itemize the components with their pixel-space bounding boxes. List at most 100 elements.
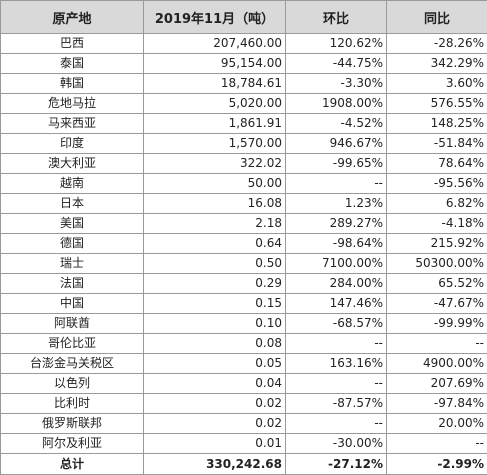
cell-mom: -4.52%	[286, 114, 387, 134]
header-yoy: 同比	[387, 1, 487, 34]
cell-tons: 1,861.91	[144, 114, 286, 134]
cell-tons: 0.08	[144, 334, 286, 354]
cell-tons: 0.01	[144, 434, 286, 454]
cell-tons: 0.64	[144, 234, 286, 254]
total-yoy: -2.99%	[387, 454, 487, 475]
cell-mom: 163.16%	[286, 354, 387, 374]
cell-tons: 0.29	[144, 274, 286, 294]
cell-yoy: 215.92%	[387, 234, 487, 254]
cell-mom: 7100.00%	[286, 254, 387, 274]
cell-tons: 0.10	[144, 314, 286, 334]
cell-origin: 越南	[1, 174, 144, 194]
cell-yoy: --	[387, 434, 487, 454]
cell-yoy: -51.84%	[387, 134, 487, 154]
cell-mom: -3.30%	[286, 74, 387, 94]
cell-origin: 德国	[1, 234, 144, 254]
cell-tons: 322.02	[144, 154, 286, 174]
cell-tons: 95,154.00	[144, 54, 286, 74]
total-label: 总计	[1, 454, 144, 475]
cell-origin: 危地马拉	[1, 94, 144, 114]
cell-origin: 中国	[1, 294, 144, 314]
cell-origin: 阿联酋	[1, 314, 144, 334]
cell-mom: --	[286, 174, 387, 194]
cell-yoy: 3.60%	[387, 74, 487, 94]
cell-yoy: 4900.00%	[387, 354, 487, 374]
cell-tons: 0.15	[144, 294, 286, 314]
cell-mom: --	[286, 414, 387, 434]
table-header: 原产地 2019年11月（吨） 环比 同比	[1, 1, 487, 34]
cell-origin: 印度	[1, 134, 144, 154]
cell-mom: --	[286, 334, 387, 354]
cell-tons: 16.08	[144, 194, 286, 214]
cell-yoy: -99.99%	[387, 314, 487, 334]
cell-origin: 俄罗斯联邦	[1, 414, 144, 434]
cell-tons: 18,784.61	[144, 74, 286, 94]
cell-origin: 马来西亚	[1, 114, 144, 134]
cell-mom: 1.23%	[286, 194, 387, 214]
total-mom: -27.12%	[286, 454, 387, 475]
cell-mom: -87.57%	[286, 394, 387, 414]
cell-yoy: 50300.00%	[387, 254, 487, 274]
cell-tons: 0.05	[144, 354, 286, 374]
cell-origin: 阿尔及利亚	[1, 434, 144, 454]
cell-yoy: 78.64%	[387, 154, 487, 174]
cell-tons: 0.02	[144, 414, 286, 434]
cell-mom: 946.67%	[286, 134, 387, 154]
cell-yoy: --	[387, 334, 487, 354]
cell-mom: 284.00%	[286, 274, 387, 294]
cell-origin: 日本	[1, 194, 144, 214]
cell-tons: 0.02	[144, 394, 286, 414]
cell-yoy: 148.25%	[387, 114, 487, 134]
cell-origin: 巴西	[1, 34, 144, 54]
cell-mom: -99.65%	[286, 154, 387, 174]
cell-yoy: -4.18%	[387, 214, 487, 234]
cell-tons: 0.50	[144, 254, 286, 274]
cell-origin: 哥伦比亚	[1, 334, 144, 354]
cell-tons: 50.00	[144, 174, 286, 194]
cell-yoy: 207.69%	[387, 374, 487, 394]
cell-yoy: 342.29%	[387, 54, 487, 74]
cell-origin: 法国	[1, 274, 144, 294]
cell-yoy: -28.26%	[387, 34, 487, 54]
cell-tons: 5,020.00	[144, 94, 286, 114]
cell-mom: -68.57%	[286, 314, 387, 334]
cell-yoy: 20.00%	[387, 414, 487, 434]
header-row: 原产地 2019年11月（吨） 环比 同比	[1, 1, 487, 34]
cell-yoy: -95.56%	[387, 174, 487, 194]
cell-yoy: -47.67%	[387, 294, 487, 314]
cell-mom: --	[286, 374, 387, 394]
cell-mom: -30.00%	[286, 434, 387, 454]
cell-yoy: -97.84%	[387, 394, 487, 414]
header-origin: 原产地	[1, 1, 144, 34]
cell-origin: 澳大利亚	[1, 154, 144, 174]
cell-origin: 比利时	[1, 394, 144, 414]
cell-tons: 1,570.00	[144, 134, 286, 154]
cell-origin: 台澎金马关税区	[1, 354, 144, 374]
cell-mom: 289.27%	[286, 214, 387, 234]
cell-mom: 147.46%	[286, 294, 387, 314]
cell-tons: 207,460.00	[144, 34, 286, 54]
cell-mom: -98.64%	[286, 234, 387, 254]
cell-mom: 120.62%	[286, 34, 387, 54]
total-row: 总计 330,242.68 -27.12% -2.99%	[1, 454, 487, 475]
cell-yoy: 576.55%	[387, 94, 487, 114]
cell-origin: 美国	[1, 214, 144, 234]
